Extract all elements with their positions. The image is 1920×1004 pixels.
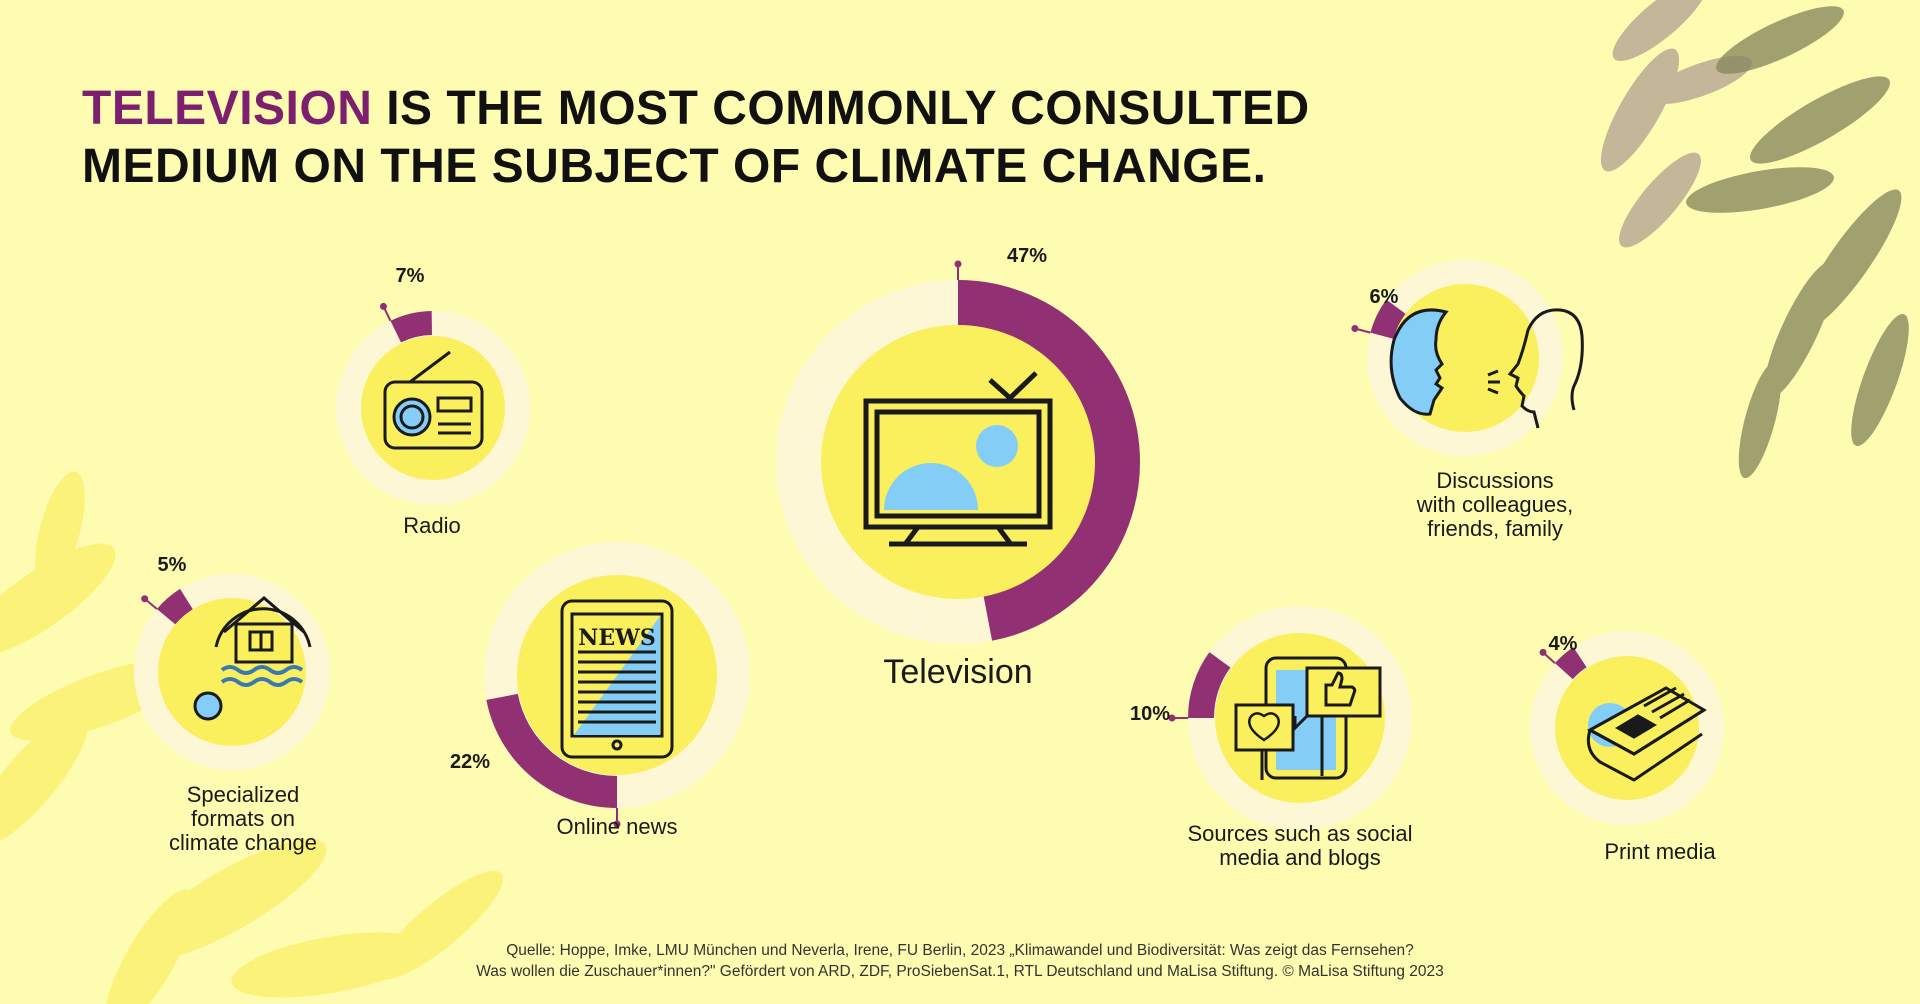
category-label-discussions: Discussions with colleagues, friends, fa… [1416,468,1574,541]
value-label-discussions: 6% [1370,286,1399,308]
bar-segment-online-news [486,693,618,808]
speaking-heads-icon [1389,308,1584,429]
value-label-online-news: 22% [450,751,490,773]
leaf-decoration-right [1600,0,1909,479]
leader-dot-television [954,260,962,268]
bar-segment-radio [390,311,433,343]
radio-icon [383,350,484,450]
smartphone-social-icon [1234,656,1382,780]
tv-icon [863,371,1053,547]
category-label-radio: Radio [403,513,461,538]
leader-dot-discussions [1351,324,1359,332]
leader-dot-social-media [1168,714,1176,722]
leader-dot-print-media [1539,648,1547,656]
title-line2: MEDIUM ON THE SUBJECT OF CLIMATE CHANGE. [82,140,1267,193]
bar-segment-print-media [1554,647,1587,680]
inner-disc-online-news [517,575,717,775]
newspaper-icon [1586,686,1707,782]
category-label-specialized-formats: Specialized formats on climate change [169,782,317,855]
category-label-social-media: Sources such as social media and blogs [1187,821,1413,870]
bar-segment-specialized-formats [156,588,194,625]
value-label-television: 47% [1007,245,1047,267]
page-title: TELEVISION IS THE MOST COMMONLY CONSULTE… [82,80,1310,196]
value-label-specialized-formats: 5% [158,554,187,576]
leader-dot-radio [379,302,387,310]
bar-segment-television [957,280,1140,641]
source-note: Quelle: Hoppe, Imke, LMU München und Nev… [0,940,1920,982]
category-label-online-news: Online news [556,814,678,839]
bar-segment-discussions [1370,299,1406,340]
value-label-social-media: 10% [1130,703,1170,725]
donut-specialized-formats [134,574,330,770]
leaf-decoration-left [0,471,503,1004]
category-label-print-media: Print media [1604,839,1716,864]
value-label-print-media: 4% [1549,633,1578,655]
leader-dot-specialized-formats [141,595,149,603]
category-label-television: Television [883,653,1033,691]
source-line1: Quelle: Hoppe, Imke, LMU München und Nev… [506,942,1414,959]
flooded-house-icon [193,596,312,721]
title-highlight: TELEVISION [82,82,373,135]
bar-segment-social-media [1188,652,1231,719]
value-label-radio: 7% [396,265,425,287]
donut-radio [336,311,530,505]
donut-online-news [484,542,750,808]
leader-dot-online-news [613,820,621,828]
svg-text:NEWS: NEWS [578,625,655,651]
tablet-news-icon: NEWS [560,599,674,759]
inner-disc-radio [361,336,505,480]
title-line1-rest: IS THE MOST COMMONLY CONSULTED [372,82,1310,135]
source-line2: Was wollen die Zuschauer*innen?" Geförde… [476,963,1444,980]
